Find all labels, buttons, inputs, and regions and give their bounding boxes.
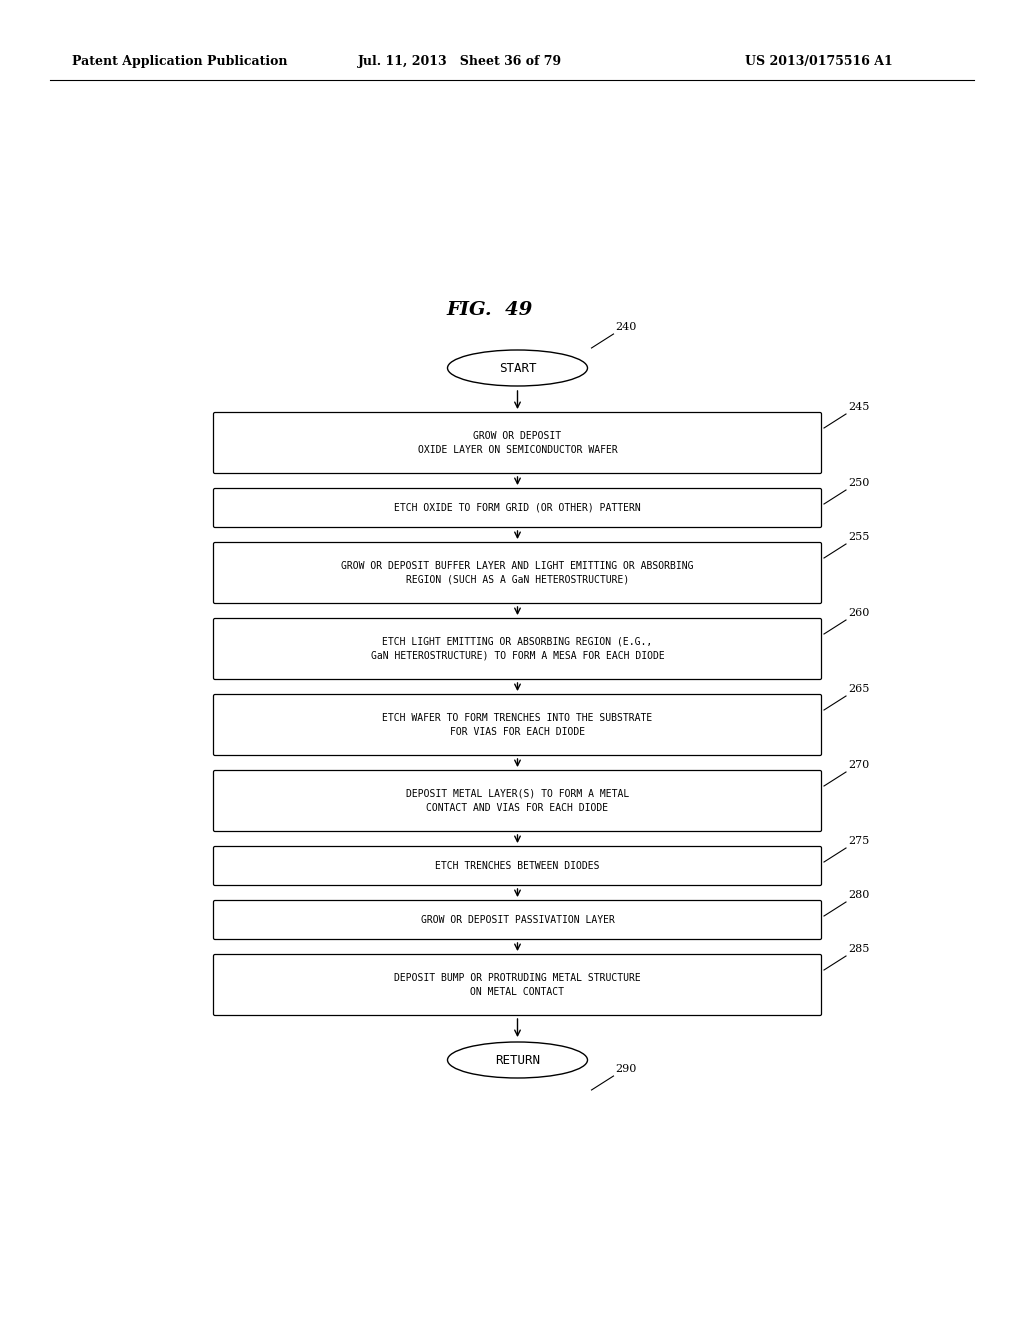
Text: 260: 260 bbox=[848, 609, 869, 618]
Text: ETCH OXIDE TO FORM GRID (OR OTHER) PATTERN: ETCH OXIDE TO FORM GRID (OR OTHER) PATTE… bbox=[394, 503, 641, 513]
Text: 270: 270 bbox=[848, 760, 869, 770]
Text: GROW OR DEPOSIT PASSIVATION LAYER: GROW OR DEPOSIT PASSIVATION LAYER bbox=[421, 915, 614, 925]
Text: 285: 285 bbox=[848, 944, 869, 954]
FancyBboxPatch shape bbox=[213, 846, 821, 886]
Text: 250: 250 bbox=[848, 478, 869, 488]
Text: 245: 245 bbox=[848, 403, 869, 412]
FancyBboxPatch shape bbox=[213, 694, 821, 755]
FancyBboxPatch shape bbox=[213, 543, 821, 603]
Text: ETCH WAFER TO FORM TRENCHES INTO THE SUBSTRATE
FOR VIAS FOR EACH DIODE: ETCH WAFER TO FORM TRENCHES INTO THE SUB… bbox=[382, 713, 652, 737]
Text: Jul. 11, 2013   Sheet 36 of 79: Jul. 11, 2013 Sheet 36 of 79 bbox=[358, 55, 562, 69]
FancyBboxPatch shape bbox=[213, 954, 821, 1015]
Text: ETCH TRENCHES BETWEEN DIODES: ETCH TRENCHES BETWEEN DIODES bbox=[435, 861, 600, 871]
Text: RETURN: RETURN bbox=[495, 1053, 540, 1067]
FancyBboxPatch shape bbox=[213, 488, 821, 528]
FancyBboxPatch shape bbox=[213, 412, 821, 474]
Text: START: START bbox=[499, 362, 537, 375]
Text: 265: 265 bbox=[848, 684, 869, 694]
Text: DEPOSIT BUMP OR PROTRUDING METAL STRUCTURE
ON METAL CONTACT: DEPOSIT BUMP OR PROTRUDING METAL STRUCTU… bbox=[394, 973, 641, 997]
Ellipse shape bbox=[447, 1041, 588, 1078]
Text: 275: 275 bbox=[848, 836, 869, 846]
Text: GROW OR DEPOSIT
OXIDE LAYER ON SEMICONDUCTOR WAFER: GROW OR DEPOSIT OXIDE LAYER ON SEMICONDU… bbox=[418, 432, 617, 455]
Text: 290: 290 bbox=[615, 1064, 637, 1074]
FancyBboxPatch shape bbox=[213, 771, 821, 832]
Text: Patent Application Publication: Patent Application Publication bbox=[72, 55, 288, 69]
Text: GROW OR DEPOSIT BUFFER LAYER AND LIGHT EMITTING OR ABSORBING
REGION (SUCH AS A G: GROW OR DEPOSIT BUFFER LAYER AND LIGHT E… bbox=[341, 561, 693, 585]
Text: US 2013/0175516 A1: US 2013/0175516 A1 bbox=[745, 55, 893, 69]
FancyBboxPatch shape bbox=[213, 900, 821, 940]
Text: FIG.  49: FIG. 49 bbox=[446, 301, 534, 319]
Text: ETCH LIGHT EMITTING OR ABSORBING REGION (E.G.,
GaN HETEROSTRUCTURE) TO FORM A ME: ETCH LIGHT EMITTING OR ABSORBING REGION … bbox=[371, 638, 665, 661]
FancyBboxPatch shape bbox=[213, 619, 821, 680]
Text: 255: 255 bbox=[848, 532, 869, 543]
Text: 280: 280 bbox=[848, 890, 869, 900]
Text: 240: 240 bbox=[615, 322, 637, 333]
Ellipse shape bbox=[447, 350, 588, 385]
Text: DEPOSIT METAL LAYER(S) TO FORM A METAL
CONTACT AND VIAS FOR EACH DIODE: DEPOSIT METAL LAYER(S) TO FORM A METAL C… bbox=[406, 789, 629, 813]
